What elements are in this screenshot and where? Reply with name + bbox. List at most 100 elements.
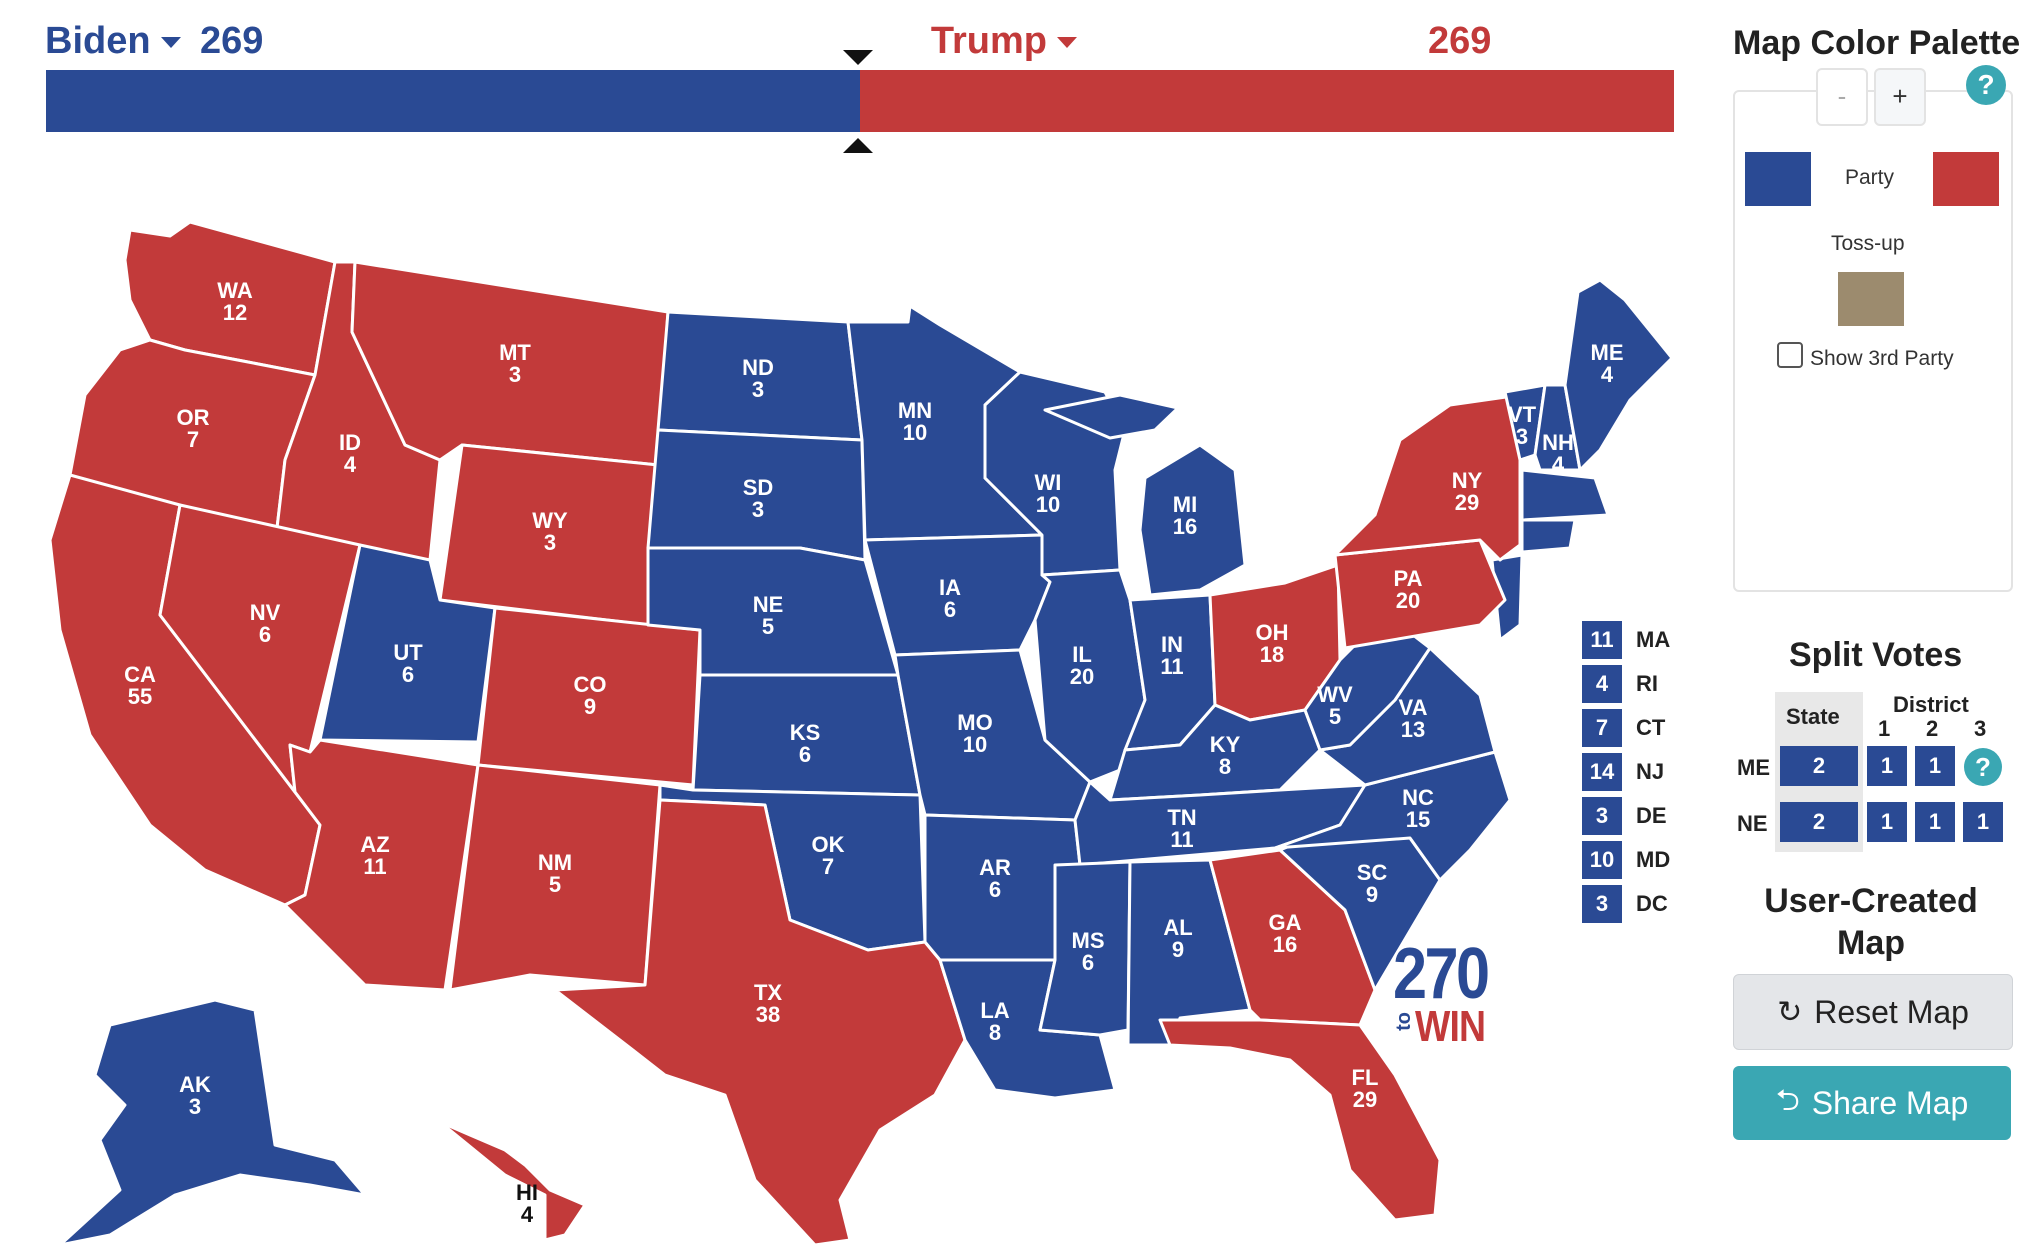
small-state-row-ma[interactable]: 11 MA bbox=[1582, 618, 1670, 662]
small-state-row-nj[interactable]: 14 NJ bbox=[1582, 750, 1670, 794]
small-state-votes-ma[interactable]: 11 bbox=[1582, 621, 1622, 659]
reset-map-label: Reset Map bbox=[1814, 993, 1969, 1030]
state-shape-masq[interactable] bbox=[1520, 468, 1610, 522]
district-1-header: 1 bbox=[1878, 716, 1891, 741]
district-column-header: District bbox=[1893, 692, 1969, 717]
split-votes-help-icon[interactable]: ? bbox=[1964, 748, 2002, 786]
small-state-votes-ri[interactable]: 4 bbox=[1582, 665, 1622, 703]
small-state-abbr-de: DE bbox=[1636, 803, 1667, 828]
state-az[interactable] bbox=[283, 738, 480, 992]
state-il[interactable] bbox=[1033, 568, 1147, 784]
state-nc[interactable] bbox=[1273, 750, 1512, 882]
ne-district-1[interactable]: 1 bbox=[1867, 802, 1907, 842]
state-shape-ctsq[interactable] bbox=[1520, 518, 1577, 554]
dem-candidate-name: Biden bbox=[45, 20, 151, 62]
small-state-abbr-nj: NJ bbox=[1636, 759, 1665, 784]
state-mi[interactable] bbox=[1043, 393, 1247, 597]
tossup-color-swatch[interactable] bbox=[1838, 272, 1904, 326]
small-state-abbr-md: MD bbox=[1636, 847, 1671, 872]
small-state-row-dc[interactable]: 3 DC bbox=[1582, 882, 1670, 926]
refresh-icon: ↻ bbox=[1777, 995, 1803, 1029]
small-states-list: 11 MA 4 RI 7 CT 14 NJ 3 DE 10 MD 3 DC bbox=[1582, 618, 1670, 926]
rep-electoral-total: 269 bbox=[1428, 20, 1492, 62]
logo-win: WIN bbox=[1415, 1002, 1486, 1051]
small-state-votes-dc[interactable]: 3 bbox=[1582, 885, 1622, 923]
ne-district-2[interactable]: 1 bbox=[1915, 802, 1955, 842]
small-state-votes-ct[interactable]: 7 bbox=[1582, 709, 1622, 747]
palette-title: Map Color Palette bbox=[1733, 24, 2021, 62]
small-state-row-md[interactable]: 10 MD bbox=[1582, 838, 1670, 882]
270-marker-top-icon bbox=[843, 50, 873, 65]
rep-candidate-name: Trump bbox=[930, 20, 1047, 62]
zoom-in-button[interactable]: + bbox=[1874, 68, 1926, 126]
split-row-label-me: ME bbox=[1737, 755, 1770, 780]
rep-color-swatch[interactable] bbox=[1933, 152, 1999, 206]
map-name: User-Created Map bbox=[1764, 882, 1978, 962]
state-nm[interactable] bbox=[448, 763, 662, 992]
small-state-abbr-ct: CT bbox=[1636, 715, 1666, 740]
share-map-label: Share Map bbox=[1811, 1084, 1969, 1121]
zoom-out-button[interactable]: - bbox=[1816, 68, 1868, 126]
small-state-abbr-dc: DC bbox=[1636, 891, 1668, 916]
small-state-abbr-ma: MA bbox=[1636, 627, 1671, 652]
electoral-tally-bar bbox=[46, 70, 1674, 132]
dem-tally-segment bbox=[46, 70, 860, 132]
share-map-button[interactable]: ⮌ Share Map bbox=[1733, 1066, 2011, 1140]
state-mt[interactable] bbox=[350, 260, 670, 467]
me-state-votes[interactable]: 2 bbox=[1780, 746, 1858, 786]
small-state-abbr-ri: RI bbox=[1636, 671, 1658, 696]
split-row-label-ne: NE bbox=[1737, 811, 1768, 836]
palette-panel bbox=[1733, 90, 2013, 592]
ne-state-votes[interactable]: 2 bbox=[1780, 802, 1858, 842]
state-wv[interactable] bbox=[1303, 623, 1432, 752]
small-state-votes-nj[interactable]: 14 bbox=[1582, 753, 1622, 791]
state-ny[interactable] bbox=[1333, 393, 1522, 562]
state-wy[interactable] bbox=[438, 443, 660, 627]
palette-help-icon[interactable]: ? bbox=[1966, 65, 2006, 105]
state-ia[interactable] bbox=[863, 533, 1052, 657]
small-state-row-de[interactable]: 3 DE bbox=[1582, 794, 1670, 838]
state-pa[interactable] bbox=[1333, 538, 1507, 650]
small-state-votes-md[interactable]: 10 bbox=[1582, 841, 1622, 879]
caret-down-icon bbox=[160, 37, 181, 49]
party-label: Party bbox=[1845, 166, 1895, 189]
small-state-row-ct[interactable]: 7 CT bbox=[1582, 706, 1670, 750]
270towin-logo: 270 to WIN bbox=[1393, 934, 1504, 1051]
state-fl[interactable] bbox=[1158, 1018, 1442, 1222]
dem-color-swatch[interactable] bbox=[1745, 152, 1811, 206]
state-votes-hi: 4 bbox=[521, 1202, 534, 1227]
ne-district-3[interactable]: 1 bbox=[1963, 802, 2003, 842]
state-sd[interactable] bbox=[646, 428, 867, 562]
rep-candidate-selector[interactable]: Trump bbox=[931, 20, 1077, 63]
district-2-header: 2 bbox=[1926, 716, 1939, 741]
tossup-label: Toss-up bbox=[1831, 232, 1905, 255]
state-shape-njsq[interactable] bbox=[1490, 553, 1524, 642]
logo-to: to bbox=[1393, 1012, 1415, 1031]
show-third-party-label: Show 3rd Party bbox=[1810, 347, 1954, 370]
state-nd[interactable] bbox=[656, 310, 864, 442]
share-icon: ⮌ bbox=[1775, 1083, 1800, 1117]
small-state-votes-de[interactable]: 3 bbox=[1582, 797, 1622, 835]
state-tx[interactable] bbox=[553, 798, 967, 1247]
rep-tally-segment bbox=[860, 70, 1674, 132]
dem-electoral-total: 269 bbox=[200, 20, 264, 62]
state-column-header: State bbox=[1786, 704, 1840, 729]
caret-down-icon bbox=[1057, 37, 1077, 49]
state-hi[interactable] bbox=[438, 1120, 587, 1242]
dem-candidate-selector[interactable]: Biden bbox=[45, 20, 181, 63]
me-district-2[interactable]: 1 bbox=[1915, 746, 1955, 786]
reset-map-button[interactable]: ↻ Reset Map bbox=[1733, 974, 2013, 1050]
270-marker-bottom-icon bbox=[843, 138, 873, 153]
state-me[interactable] bbox=[1563, 278, 1674, 472]
small-state-row-ri[interactable]: 4 RI bbox=[1582, 662, 1670, 706]
state-ms[interactable] bbox=[1038, 860, 1132, 1037]
show-third-party-checkbox[interactable] bbox=[1777, 342, 1803, 368]
split-votes-title: Split Votes bbox=[1789, 636, 1963, 674]
logo-number: 270 bbox=[1393, 934, 1490, 1014]
district-3-header: 3 bbox=[1974, 716, 1987, 741]
state-ak[interactable] bbox=[58, 998, 367, 1247]
state-ks[interactable] bbox=[691, 673, 922, 797]
me-district-1[interactable]: 1 bbox=[1867, 746, 1907, 786]
state-co[interactable] bbox=[476, 606, 702, 787]
